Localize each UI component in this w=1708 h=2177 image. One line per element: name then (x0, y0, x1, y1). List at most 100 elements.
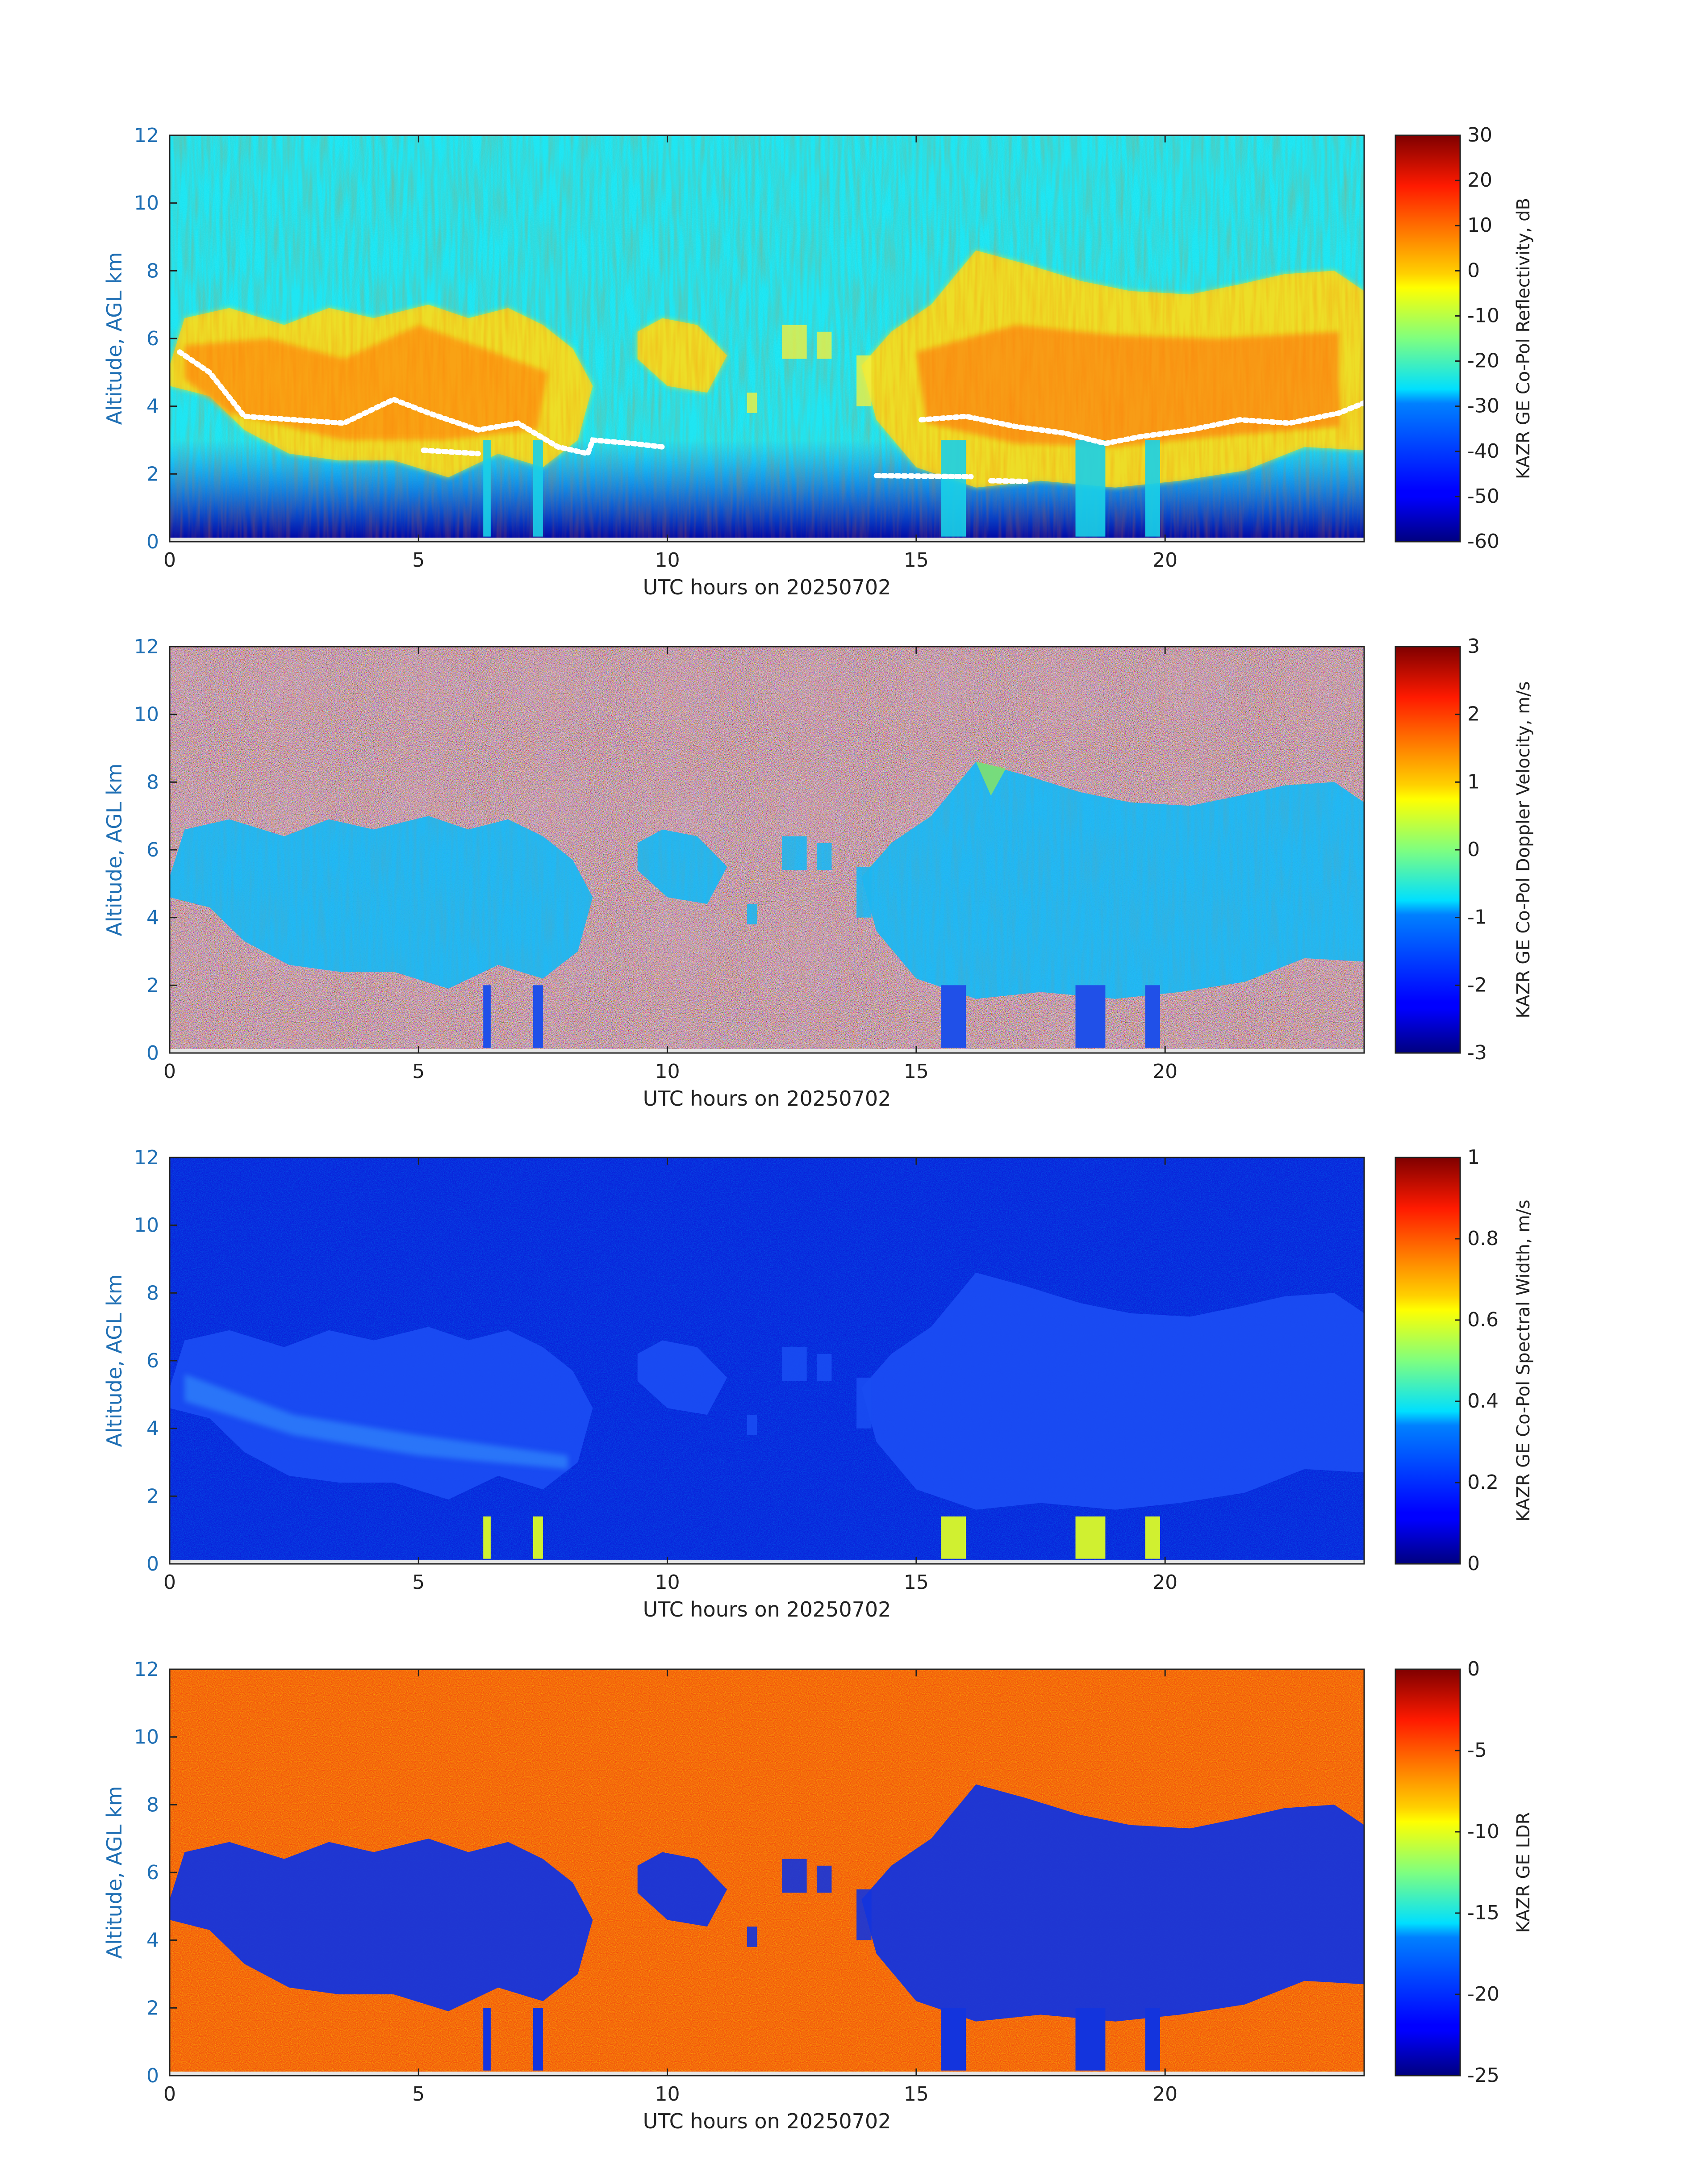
colorbar-tick-label: 0 (1467, 1658, 1480, 1680)
melting-layer-marks (988, 478, 1029, 484)
y-tick-label: 6 (146, 1861, 159, 1884)
x-tick-label: 5 (412, 549, 425, 572)
colorbar-label: KAZR GE Co-Pol Spectral Width, m/s (1513, 1199, 1534, 1521)
colorbar-tick-label: 0.4 (1467, 1390, 1499, 1412)
surface-line (170, 2071, 1364, 2075)
y-tick-label: 12 (134, 635, 159, 658)
colorbar-tick-label: 10 (1467, 214, 1492, 237)
y-axis-title: Altitude, AGL km (102, 763, 126, 936)
colorbar-tick-label: -3 (1467, 1041, 1487, 1064)
x-tick-label: 20 (1153, 549, 1178, 572)
cloud-region (861, 1784, 1364, 2022)
y-tick-label: 10 (134, 1726, 159, 1749)
colorbar-label: KAZR GE Co-Pol Doppler Velocity, m/s (1513, 681, 1534, 1019)
colorbar-tick-label: -25 (1467, 2064, 1499, 2087)
x-tick-label: 10 (655, 1060, 680, 1083)
y-tick-label: 6 (146, 839, 159, 861)
colorbar-tick-label: 1 (1467, 1146, 1480, 1169)
y-tick-label: 2 (146, 1997, 159, 2019)
x-tick-label: 10 (655, 1571, 680, 1594)
y-tick-label: 4 (146, 1929, 159, 1952)
x-tick-label: 0 (163, 549, 176, 572)
colorbar: 0 -5 -10 -15 -20 -25 KAZR GE LDR (1395, 1658, 1534, 2087)
colorbar-tick-label: -5 (1467, 1739, 1487, 1762)
y-tick-label: 10 (134, 192, 159, 215)
colorbar-tick-label: 2 (1467, 703, 1480, 726)
colorbar-label: KAZR GE LDR (1513, 1812, 1534, 1933)
x-tick-label: 20 (1153, 1060, 1178, 1083)
cloud-region (861, 1272, 1364, 1510)
colorbar-tick-label: 0 (1467, 259, 1480, 282)
colorbar-tick-label: -50 (1467, 485, 1499, 508)
x-tick-label: 5 (412, 1060, 425, 1083)
surface-line (170, 1049, 1364, 1053)
y-axis-title: Altitude, AGL km (102, 1786, 126, 1959)
cloud-region (637, 1852, 727, 1927)
y-tick-label: 8 (146, 1282, 159, 1304)
x-tick-label: 0 (163, 2083, 176, 2106)
colorbar-tick-label: 3 (1467, 635, 1480, 658)
colorbar-tick-label: 0.8 (1467, 1227, 1499, 1250)
colorbar-tick-label: 0.2 (1467, 1471, 1499, 1494)
surface-line (170, 537, 1364, 541)
y-tick-label: 10 (134, 1214, 159, 1237)
colorbar-tick-label: -10 (1467, 1820, 1499, 1843)
x-tick-label: 20 (1153, 1571, 1178, 1594)
melting-layer-marks (421, 447, 481, 456)
x-tick-label: 0 (163, 1060, 176, 1083)
x-tick-label: 0 (163, 1571, 176, 1594)
plot-frame (169, 1157, 1365, 1565)
y-tick-label: 0 (146, 531, 159, 553)
melting-layer-marks (919, 400, 1364, 447)
colorbar: 3 2 1 0 -1 -2 -3 KAZR GE Co-Pol Doppler Velocit… (1395, 635, 1534, 1064)
melting-layer-marks (177, 349, 665, 457)
y-tick-label: 12 (134, 124, 159, 147)
cloud-region (637, 1340, 727, 1415)
y-tick-label: 12 (134, 1658, 159, 1681)
x-axis-title: UTC hours on 20250702 (643, 1086, 891, 1111)
plot-frame (169, 646, 1365, 1054)
panel-ldr: 0 5 10 15 20 0 2 4 6 8 10 12 UTC hours on 20250702 Al… (102, 1658, 1534, 2133)
y-axis-title: Altitude, AGL km (102, 1274, 126, 1447)
heatmap-image (170, 135, 1364, 542)
colorbar-tick-label: -10 (1467, 304, 1499, 327)
y-tick-label: 6 (146, 1350, 159, 1372)
y-tick-label: 6 (146, 327, 159, 350)
plot-frame (169, 134, 1365, 543)
y-tick-label: 0 (146, 2064, 159, 2087)
colorbar-tick-label: 0 (1467, 838, 1480, 861)
heatmap-image (170, 647, 1364, 1053)
panel-reflectivity: 0 5 10 15 20 0 2 4 6 8 10 12 UTC hours on 20250702 Al… (102, 124, 1534, 599)
x-tick-label: 5 (412, 1571, 425, 1594)
colorbar: 1 0.8 0.6 0.4 0.2 0 KAZR GE Co-Pol Spectral Wi… (1395, 1146, 1534, 1575)
x-axis-title: UTC hours on 20250702 (643, 1597, 891, 1621)
x-tick-label: 15 (904, 1060, 929, 1083)
x-axis-title: UTC hours on 20250702 (643, 575, 891, 599)
y-tick-label: 2 (146, 974, 159, 997)
surface-line (170, 1559, 1364, 1563)
colorbar-tick-label: 20 (1467, 169, 1492, 192)
colorbar-tick-label: 0.6 (1467, 1308, 1499, 1331)
colorbar-label: KAZR GE Co-Pol Reflectivity, dB (1513, 198, 1534, 479)
colorbar-tick-label: -20 (1467, 1983, 1499, 2006)
x-axis-title: UTC hours on 20250702 (643, 2109, 891, 2133)
x-tick-label: 10 (655, 2083, 680, 2106)
y-tick-label: 4 (146, 907, 159, 929)
colorbar-tick-label: -40 (1467, 440, 1499, 463)
x-tick-label: 20 (1153, 2083, 1178, 2106)
heatmap-image (170, 1157, 1364, 1564)
plot-frame (169, 1668, 1365, 2077)
colorbar-tick-label: -2 (1467, 974, 1487, 996)
y-tick-label: 10 (134, 703, 159, 726)
y-tick-label: 8 (146, 771, 159, 794)
x-tick-label: 15 (904, 2083, 929, 2106)
y-tick-label: 0 (146, 1042, 159, 1065)
colorbar-tick-label: 30 (1467, 124, 1492, 146)
cloud-region (170, 1839, 593, 2011)
y-tick-label: 12 (134, 1146, 159, 1169)
y-tick-label: 0 (146, 1553, 159, 1575)
colorbar-tick-label: -1 (1467, 906, 1487, 929)
